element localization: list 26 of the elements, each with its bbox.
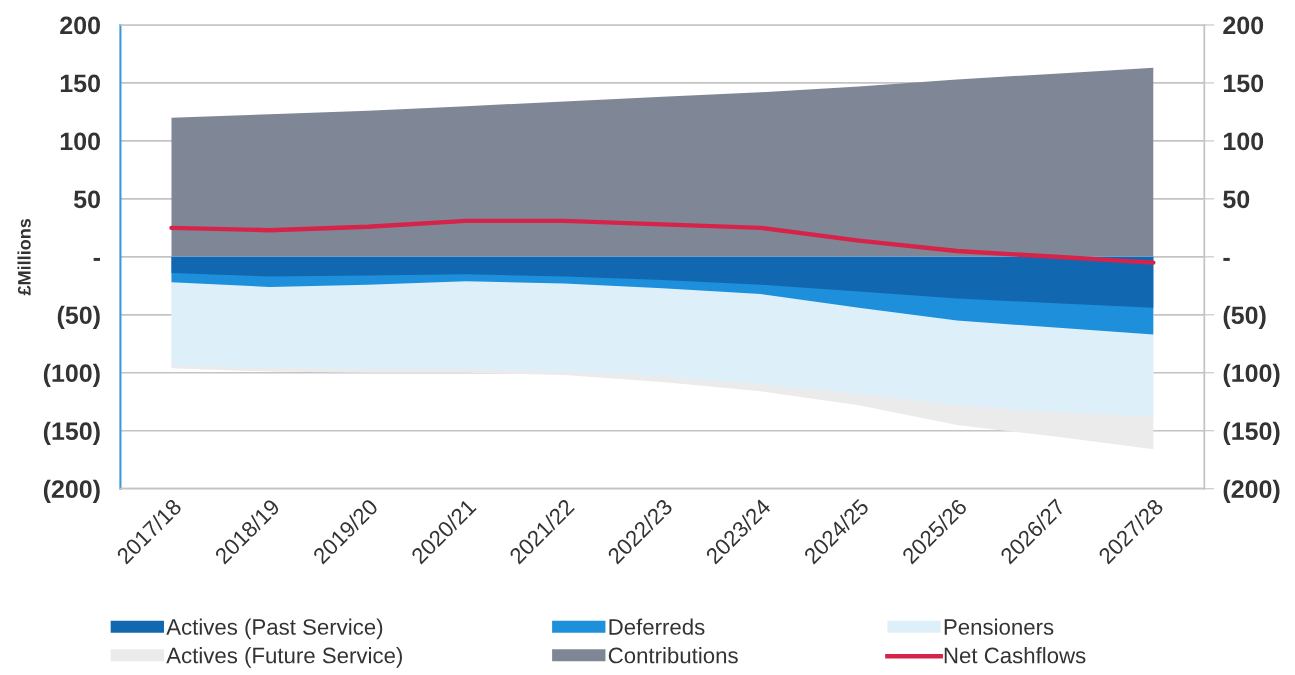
y-tick-label: - xyxy=(93,257,100,261)
y-axis-title: £Millions xyxy=(17,218,31,296)
y2-tick-label: 100 xyxy=(1223,132,1264,151)
y2-tick-label: 200 xyxy=(1223,16,1264,35)
legend-label: Deferreds xyxy=(609,618,705,635)
y-tick-label: (50) xyxy=(57,305,100,330)
legend-label: Pensioners xyxy=(944,618,1054,635)
y-tick-label: 200 xyxy=(60,16,100,35)
y-tick-label: 100 xyxy=(60,132,100,151)
y-tick-label: (200) xyxy=(43,479,100,503)
y2-tick-label: - xyxy=(1223,257,1230,261)
legend-label: Net Cashflows xyxy=(944,647,1086,664)
line-series xyxy=(169,218,1156,265)
y-tick-label: (100) xyxy=(43,363,100,388)
legend-label: Actives (Past Service) xyxy=(166,618,383,640)
y2-tick-label: (100) xyxy=(1223,363,1280,388)
y2-tick-label: (50) xyxy=(1223,305,1266,330)
y2-tick-label: 50 xyxy=(1223,190,1250,209)
y-tick-label: 50 xyxy=(73,190,100,209)
y2-tick-label: (150) xyxy=(1223,421,1280,445)
y2-tick-label: (200) xyxy=(1223,479,1280,503)
legend-label: Contributions xyxy=(608,647,738,664)
y-tick-label: 150 xyxy=(60,74,100,93)
legend-label: Actives (Future Service) xyxy=(166,647,402,668)
y-tick-label: (150) xyxy=(43,421,100,445)
y2-tick-label: 150 xyxy=(1223,74,1264,93)
